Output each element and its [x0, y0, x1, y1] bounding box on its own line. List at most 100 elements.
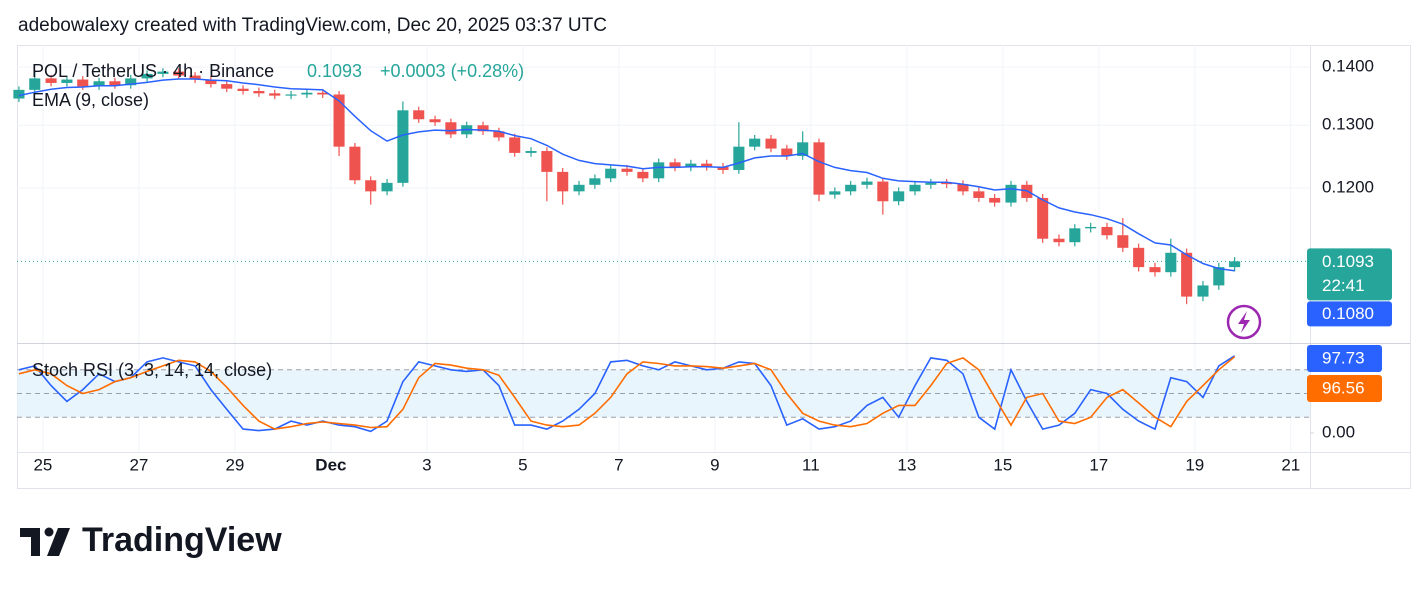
candle-body	[861, 181, 873, 185]
candle-body	[477, 125, 489, 132]
candle-body	[573, 184, 585, 192]
candle-body	[349, 146, 361, 181]
x-tick-label: 7	[614, 455, 623, 474]
alert-icon	[1226, 304, 1262, 340]
ema-line	[18, 78, 1235, 272]
series-value-label: 96.56	[1322, 378, 1365, 397]
series-line	[18, 356, 1236, 430]
candle-body	[749, 138, 761, 147]
y-tick-label: 0.00	[1322, 422, 1355, 441]
y-tick-label: 0.1300	[1322, 115, 1374, 134]
candle-body	[637, 171, 649, 179]
candle-body	[317, 92, 329, 95]
candle-body	[797, 142, 809, 157]
logo-dot	[44, 527, 54, 537]
candle-body	[1197, 285, 1209, 297]
logo-slash	[47, 528, 70, 556]
candle-body	[925, 182, 937, 185]
candle-body	[973, 191, 985, 198]
candle-body	[1085, 226, 1097, 229]
legend-title: POL / TetherUS · 4h · Binance	[32, 61, 274, 81]
logo-mark	[20, 528, 40, 556]
x-tick-label: 25	[33, 455, 52, 474]
candle-body	[253, 91, 265, 94]
legend-stoch: Stoch RSI (3, 3, 14, 14, close)	[32, 360, 272, 380]
candle-body	[813, 142, 825, 195]
candle-body	[877, 181, 889, 202]
candle-body	[333, 94, 345, 147]
chart-frame	[17, 45, 1411, 489]
candle-body	[173, 71, 185, 76]
candle-body	[1101, 226, 1113, 236]
candle-body	[397, 110, 409, 183]
candle-body	[957, 184, 969, 192]
last-price-box	[1307, 248, 1392, 301]
candle-body	[1069, 228, 1081, 243]
candle-body	[589, 178, 601, 185]
candle-body	[157, 71, 169, 74]
logo-text: TradingView	[82, 521, 282, 559]
candle-body	[269, 93, 281, 96]
candle-body	[189, 75, 201, 80]
candle-body	[445, 122, 457, 135]
candle-body	[509, 137, 521, 153]
x-tick-label: Dec	[315, 455, 346, 474]
candle-body	[413, 110, 425, 120]
candle-body	[301, 92, 313, 95]
candle-body	[77, 79, 89, 87]
legend-price: 0.1093	[307, 61, 362, 81]
candle-body	[237, 88, 249, 92]
candle-body	[365, 180, 377, 192]
candle-body	[765, 138, 777, 149]
candle-body	[845, 184, 857, 192]
candle-body	[1181, 252, 1193, 297]
candle-body	[1213, 267, 1225, 286]
legend-ema: EMA (9, close)	[32, 90, 149, 110]
series-value-box	[1307, 375, 1382, 402]
candle-body	[1133, 247, 1145, 268]
candle-body	[829, 191, 841, 195]
candle-body	[429, 119, 441, 123]
x-tick-label: 15	[993, 455, 1012, 474]
labels: 25 27 29 Dec 3 5 7 9 11 13 15 17 19 21 0.1200 0.1300 0.1…	[32, 57, 1392, 474]
candle-body	[717, 166, 729, 170]
candle-body	[29, 78, 41, 90]
series-value-label: 97.73	[1322, 348, 1365, 367]
candle-body	[909, 184, 921, 192]
last-price-label: 0.1093	[1322, 252, 1374, 271]
series-line	[18, 355, 1236, 433]
candle-body	[893, 191, 905, 202]
header-credit: adebowalexy created with TradingView.com…	[18, 15, 607, 36]
candle-body	[557, 171, 569, 192]
candle-body	[1165, 252, 1177, 273]
candle-body	[1053, 238, 1065, 243]
candle-body	[1005, 184, 1017, 203]
candle-body	[45, 78, 57, 83]
x-tick-label: 29	[225, 455, 244, 474]
candle-body	[285, 94, 297, 96]
footer-logo: TradingView	[20, 521, 282, 559]
ema-value-box	[1307, 301, 1392, 327]
candle-body	[493, 131, 505, 138]
candle-body	[605, 168, 617, 179]
alert-bolt	[1238, 311, 1250, 333]
x-tick-label: 21	[1281, 455, 1300, 474]
candle-body	[941, 182, 953, 185]
candle-body	[13, 89, 25, 99]
x-tick-label: 27	[129, 455, 148, 474]
candle-body	[541, 151, 553, 172]
candle-body	[381, 182, 393, 192]
candle-body	[141, 73, 153, 79]
candle-body	[1229, 261, 1241, 268]
series-value-box	[1307, 345, 1382, 372]
candle-body	[781, 148, 793, 157]
x-tick-label: 5	[518, 455, 527, 474]
y-tick-label: 0.1400	[1322, 57, 1374, 76]
legend-change: +0.0003 (+0.28%)	[380, 61, 524, 81]
plot	[13, 68, 1241, 433]
candle-body	[109, 81, 121, 86]
x-tick-label: 19	[1185, 455, 1204, 474]
candle-body	[221, 84, 233, 89]
